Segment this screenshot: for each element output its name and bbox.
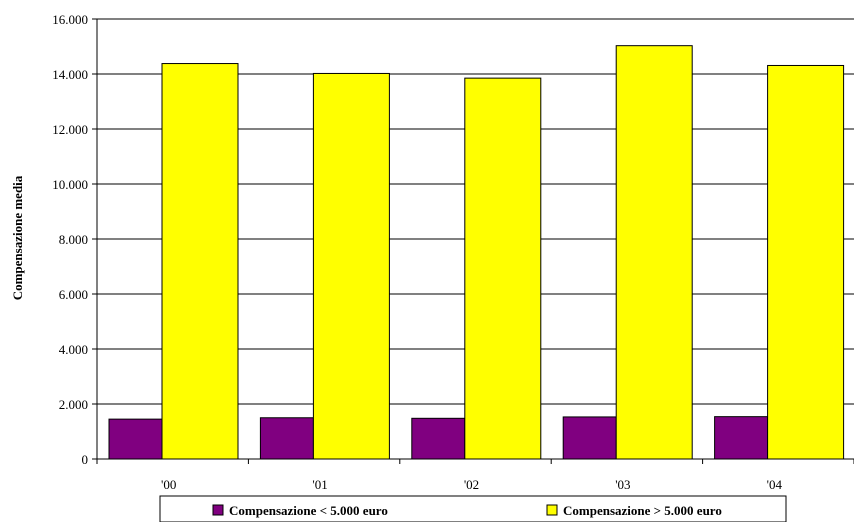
legend-label: Compensazione < 5.000 euro xyxy=(229,503,388,518)
y-tick-labels: 0 2.000 4.000 6.000 8.000 10.000 12.000 14.000 1… xyxy=(52,12,88,467)
bar-over-5000-2 xyxy=(464,77,542,460)
axes xyxy=(92,18,854,464)
y-tick-label: 12.000 xyxy=(52,122,88,137)
x-tick-label: '02 xyxy=(464,477,479,492)
bar-under-5000-4 xyxy=(714,416,769,460)
legend-label: Compensazione > 5.000 euro xyxy=(563,503,722,518)
bar-over-5000-0 xyxy=(161,63,239,460)
y-tick-label: 2.000 xyxy=(59,397,88,412)
y-tick-label: 4.000 xyxy=(59,342,88,357)
y-tick-label: 0 xyxy=(82,452,89,467)
x-tick-label: '03 xyxy=(615,477,630,492)
y-axis-title: Compensazione media xyxy=(10,175,25,300)
x-tick-labels: '00 '01 '02 '03 '04 xyxy=(161,477,782,492)
x-tick-label: '01 xyxy=(312,477,327,492)
bar-over-5000-3 xyxy=(615,45,693,460)
bar-over-5000-1 xyxy=(312,72,390,460)
y-tick-label: 10.000 xyxy=(52,177,88,192)
legend-box xyxy=(159,495,787,522)
bar-under-5000-0 xyxy=(108,418,163,460)
y-tick-label: 14.000 xyxy=(52,67,88,82)
y-tick-label: 8.000 xyxy=(59,232,88,247)
y-tick-label: 16.000 xyxy=(52,12,88,27)
legend-swatch xyxy=(546,504,558,516)
x-tick-label: '04 xyxy=(767,477,783,492)
bar-under-5000-2 xyxy=(411,417,466,460)
legend-swatch xyxy=(212,504,224,516)
bar-under-5000-1 xyxy=(259,417,314,460)
bars xyxy=(108,45,845,460)
bar-under-5000-3 xyxy=(562,416,617,460)
x-tick-label: '00 xyxy=(161,477,176,492)
bar-over-5000-4 xyxy=(767,64,845,460)
legend: Compensazione < 5.000 euro Compensazione … xyxy=(159,495,787,522)
y-tick-label: 6.000 xyxy=(59,287,88,302)
